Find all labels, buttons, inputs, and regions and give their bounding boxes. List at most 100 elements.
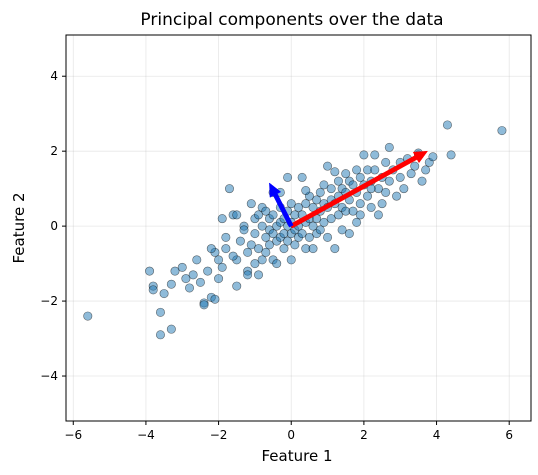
data-point: [254, 210, 264, 220]
data-point: [235, 236, 245, 246]
data-point: [246, 199, 256, 209]
data-point: [261, 247, 271, 257]
data-point: [352, 217, 362, 227]
data-point: [370, 150, 380, 160]
data-point: [323, 232, 333, 242]
data-point: [283, 172, 293, 182]
data-point: [272, 259, 282, 269]
data-point: [323, 161, 333, 171]
y-tick-label: 2: [50, 144, 58, 158]
data-point: [355, 199, 365, 209]
data-point: [195, 277, 205, 287]
data-point: [286, 199, 296, 209]
data-point: [221, 232, 231, 242]
data-point: [232, 210, 242, 220]
data-point: [243, 270, 253, 280]
data-point: [246, 240, 256, 250]
data-point: [392, 191, 402, 201]
x-tick-label: −4: [137, 428, 155, 442]
data-point: [348, 180, 358, 190]
data-point: [330, 244, 340, 254]
data-point: [304, 232, 314, 242]
y-tick-label: −2: [40, 294, 58, 308]
data-point: [145, 266, 155, 276]
data-point: [301, 199, 311, 209]
data-point: [301, 186, 311, 196]
data-point: [148, 285, 158, 295]
data-point: [243, 247, 253, 257]
data-point: [399, 184, 409, 194]
data-point: [384, 176, 394, 186]
x-tick-label: 2: [360, 428, 368, 442]
data-point: [232, 281, 242, 291]
grid-lines: [66, 35, 531, 421]
data-point: [297, 229, 307, 239]
data-point: [315, 187, 325, 197]
data-point: [261, 232, 271, 242]
y-tick-label: 0: [50, 219, 58, 233]
chart-title: Principal components over the data: [140, 10, 443, 30]
data-point: [428, 152, 438, 162]
plot-frame: [65, 34, 532, 422]
data-point: [250, 259, 260, 269]
data-point: [188, 270, 198, 280]
x-tick-label: 4: [433, 428, 441, 442]
data-point: [83, 311, 93, 321]
data-point: [312, 195, 322, 205]
data-point: [333, 176, 343, 186]
data-point: [355, 210, 365, 220]
data-point: [224, 184, 234, 194]
data-point: [283, 236, 293, 246]
data-point: [330, 167, 340, 177]
data-point: [257, 221, 267, 231]
second-component-arrow: [269, 182, 294, 228]
data-point: [192, 255, 202, 265]
data-point: [166, 279, 176, 289]
data-point: [177, 262, 187, 272]
data-point: [239, 225, 249, 235]
data-point: [326, 214, 336, 224]
data-point: [254, 244, 264, 254]
data-point: [370, 165, 380, 175]
data-point: [410, 161, 420, 171]
data-point: [297, 172, 307, 182]
x-tick-label: −2: [210, 428, 228, 442]
data-point: [203, 266, 213, 276]
data-point: [308, 244, 318, 254]
x-tick-label: 0: [287, 428, 295, 442]
data-point: [228, 251, 238, 261]
data-point: [337, 225, 347, 235]
y-axis-label: Feature 2: [10, 193, 28, 264]
data-point: [341, 169, 351, 179]
data-point: [344, 229, 354, 239]
first-component-arrow: [289, 150, 429, 229]
data-point: [221, 244, 231, 254]
data-point: [214, 274, 224, 284]
data-point: [348, 206, 358, 216]
data-point: [384, 142, 394, 152]
x-axis-label: Feature 1: [262, 447, 333, 465]
data-point: [279, 244, 289, 254]
data-point: [268, 229, 278, 239]
y-tick-label: −4: [40, 369, 58, 383]
data-point: [166, 324, 176, 334]
data-point: [217, 214, 227, 224]
data-point: [214, 255, 224, 265]
data-point: [381, 157, 391, 167]
data-point: [268, 210, 278, 220]
data-point: [417, 176, 427, 186]
data-point: [250, 229, 260, 239]
data-point: [315, 225, 325, 235]
x-tick-label: 6: [505, 428, 513, 442]
data-point: [290, 240, 300, 250]
data-point: [159, 289, 169, 299]
data-point: [363, 191, 373, 201]
data-point: [257, 255, 267, 265]
data-point: [254, 270, 264, 280]
data-point: [442, 120, 452, 130]
data-point: [421, 165, 431, 175]
data-point: [293, 202, 303, 212]
data-point: [319, 217, 329, 227]
data-point: [308, 221, 318, 231]
